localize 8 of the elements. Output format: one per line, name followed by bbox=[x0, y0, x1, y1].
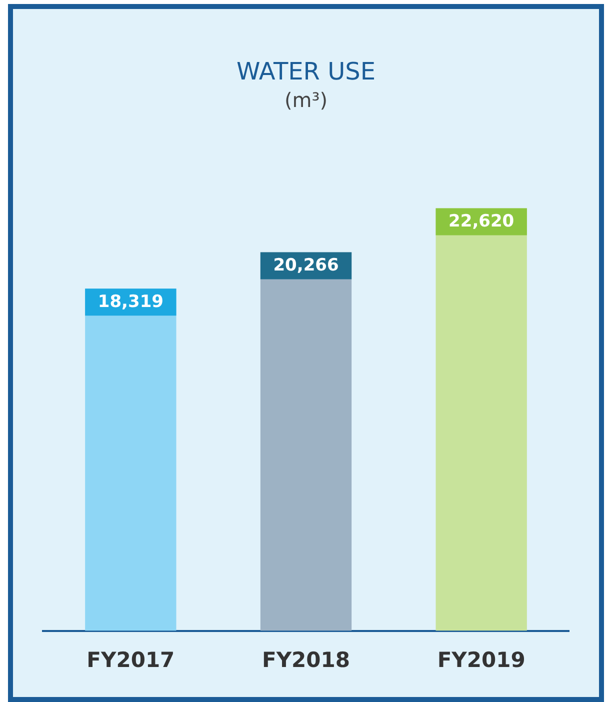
chart-title: WATER USE bbox=[236, 58, 376, 86]
x-tick-label: FY2018 bbox=[262, 648, 350, 672]
x-tick-label: FY2019 bbox=[437, 648, 526, 672]
data-label: 18,319 bbox=[98, 292, 164, 312]
x-tick-label: FY2017 bbox=[86, 648, 175, 672]
data-label: 22,620 bbox=[448, 212, 514, 232]
chart-subtitle: (m³) bbox=[284, 88, 328, 112]
data-label: 20,266 bbox=[273, 256, 339, 276]
